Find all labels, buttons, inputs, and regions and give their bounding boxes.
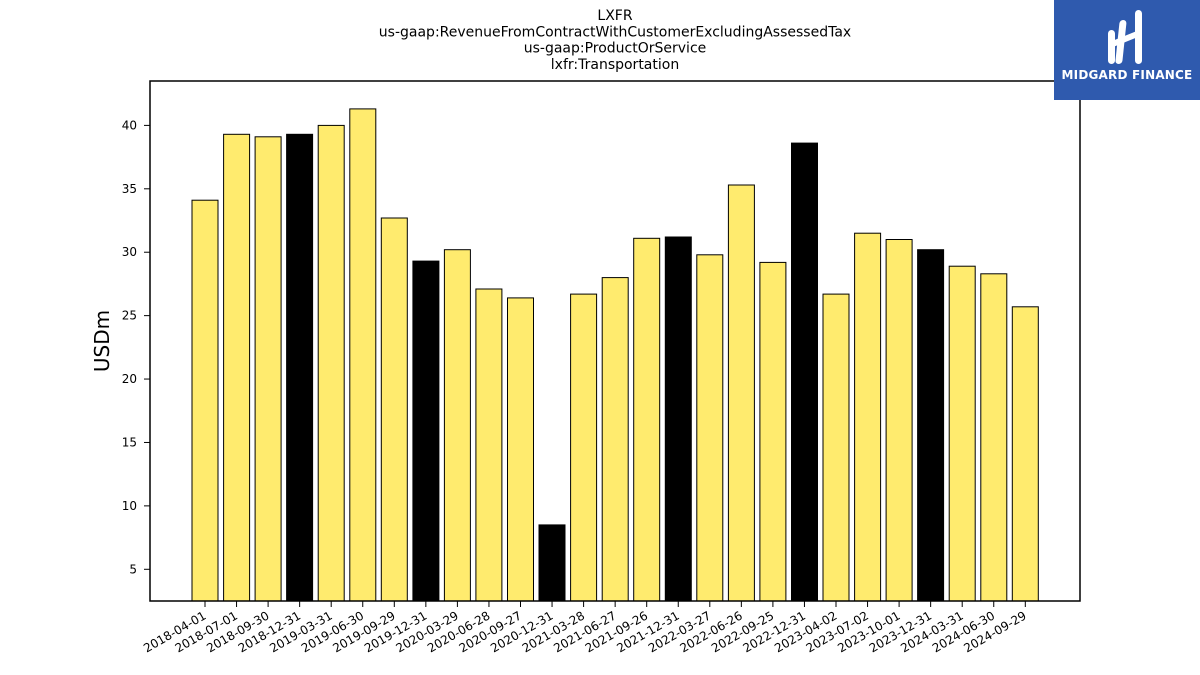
bar (696, 254, 724, 602)
bar (349, 108, 377, 602)
y-tick-label: 40 (122, 118, 137, 132)
logo-text: MIDGARD FINANCE (1061, 68, 1193, 82)
bar (254, 136, 282, 602)
bar (317, 124, 345, 602)
bar (191, 199, 219, 602)
bar (633, 237, 661, 602)
bar (980, 273, 1008, 602)
logo-mark-icon (1108, 10, 1142, 64)
bar (822, 293, 850, 602)
y-axis: 5 10 15 20 25 30 35 40 (122, 118, 150, 576)
bar (759, 261, 787, 602)
y-tick-label: 20 (122, 372, 137, 386)
y-tick-label: 10 (122, 499, 137, 513)
midgard-finance-logo: MIDGARD FINANCE (1054, 0, 1200, 100)
y-tick-label: 25 (122, 309, 137, 323)
bar (948, 265, 976, 602)
y-tick-label: 15 (122, 435, 137, 449)
x-axis: 2018-04-012018-07-012018-09-302018-12-31… (141, 601, 1029, 655)
bar (507, 297, 534, 602)
chart-title-line: lxfr:Transportation (551, 57, 679, 73)
bar (223, 133, 251, 602)
bar (538, 524, 566, 602)
bar (570, 293, 598, 602)
bar (664, 236, 692, 602)
y-tick-label: 35 (122, 182, 137, 196)
bar (380, 217, 408, 602)
bar (791, 142, 818, 602)
bar (854, 232, 882, 602)
bar (601, 277, 629, 602)
bar (286, 133, 314, 602)
chart-title-line: LXFR (597, 8, 632, 24)
y-tick-label: 5 (129, 562, 137, 576)
bars-group (191, 108, 1039, 602)
bar (475, 288, 503, 602)
chart-title: LXFRus-gaap:RevenueFromContractWithCusto… (379, 8, 851, 73)
bar (885, 239, 913, 602)
bar (412, 260, 440, 602)
chart-title-line: us-gaap:ProductOrService (524, 41, 707, 57)
bar (443, 249, 471, 602)
bar (917, 249, 945, 602)
bar (1011, 306, 1039, 602)
y-axis-label: USDm (90, 310, 114, 372)
bar (727, 184, 755, 602)
y-tick-label: 30 (122, 245, 137, 259)
plot-frame (149, 80, 1081, 602)
chart-title-line: us-gaap:RevenueFromContractWithCustomerE… (379, 24, 851, 40)
